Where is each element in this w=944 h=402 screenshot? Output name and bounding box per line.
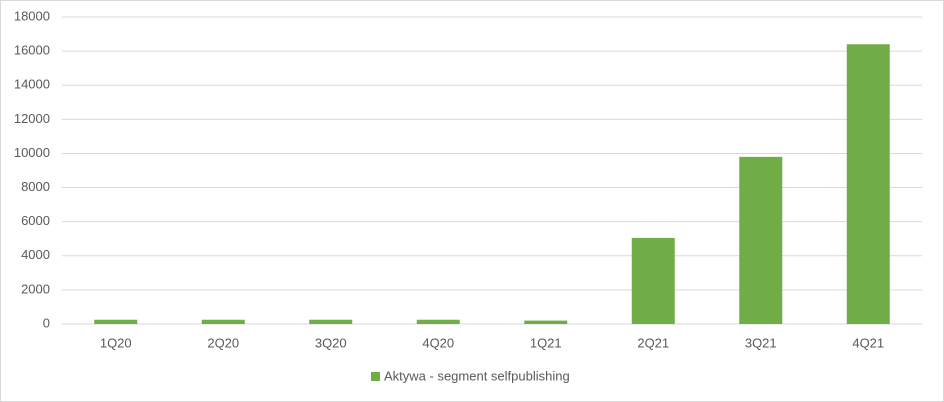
legend-label: Aktywa - segment selfpublishing: [384, 368, 570, 383]
x-tick-label: 2Q21: [637, 335, 669, 350]
x-tick-label: 1Q21: [530, 335, 562, 350]
bar: [201, 319, 245, 324]
x-tick-label: 2Q20: [207, 335, 239, 350]
y-tick-label: 16000: [14, 43, 50, 58]
y-tick-label: 2000: [21, 281, 50, 296]
bar: [739, 156, 783, 324]
bar: [631, 237, 675, 324]
y-tick-label: 4000: [21, 247, 50, 262]
legend-swatch: [371, 372, 380, 381]
y-tick-label: 18000: [14, 8, 50, 23]
y-tick-label: 8000: [21, 179, 50, 194]
x-tick-label: 3Q20: [315, 335, 347, 350]
bar: [309, 319, 353, 324]
y-tick-label: 14000: [14, 77, 50, 92]
y-tick-label: 12000: [14, 111, 50, 126]
y-tick-label: 6000: [21, 213, 50, 228]
bar: [94, 319, 138, 324]
x-tick-label: 4Q21: [852, 335, 884, 350]
bar: [846, 44, 890, 325]
bar: [416, 319, 460, 324]
x-tick-label: 1Q20: [100, 335, 132, 350]
x-tick-label: 4Q20: [422, 335, 454, 350]
y-tick-label: 0: [43, 315, 50, 330]
y-tick-label: 10000: [14, 145, 50, 160]
x-tick-label: 3Q21: [745, 335, 777, 350]
bar: [524, 320, 568, 324]
